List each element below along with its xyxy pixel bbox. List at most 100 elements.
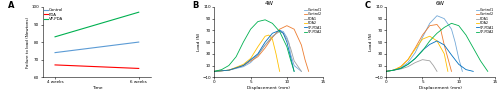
Control2 xyxy=(291,29,297,30)
PDA1 xyxy=(212,71,218,72)
PDA2 xyxy=(390,70,396,71)
VP-PDA1 xyxy=(456,64,462,65)
VP-PDA2 xyxy=(218,69,224,70)
Control xyxy=(52,52,58,53)
PDA2 xyxy=(266,34,272,36)
PDA1 xyxy=(280,33,286,34)
Control2 xyxy=(262,47,268,49)
PDA1 xyxy=(240,65,246,66)
Legend: Control1, Control2, PDA1, PDA2, VP-PDA1, VP-PDA2: Control1, Control2, PDA1, PDA2, VP-PDA1,… xyxy=(476,8,494,34)
VP-PDA2 xyxy=(448,23,454,24)
Control1 xyxy=(255,54,261,56)
PDA2 xyxy=(273,53,279,54)
Control2 xyxy=(240,65,246,66)
X-axis label: Displacement (mm): Displacement (mm) xyxy=(419,86,462,90)
Control1 xyxy=(276,30,282,31)
Y-axis label: Load (N): Load (N) xyxy=(369,33,373,51)
VP-PDA2 xyxy=(420,50,426,51)
Control1 xyxy=(412,52,418,53)
PDA1 xyxy=(426,60,432,61)
Control1 xyxy=(460,71,466,72)
Legend: Control1, Control2, PDA1, PDA2, VP-PDA1, VP-PDA2: Control1, Control2, PDA1, PDA2, VP-PDA1,… xyxy=(304,8,322,34)
VP-PDA2 xyxy=(240,41,246,43)
Line: Control1: Control1 xyxy=(214,30,302,71)
PDA2 xyxy=(412,49,418,50)
Control2 xyxy=(398,66,404,67)
Control1 xyxy=(441,18,447,19)
Control1 xyxy=(248,62,254,63)
VP-PDA1 xyxy=(288,56,294,57)
Line: PDA2: PDA2 xyxy=(214,35,280,71)
VP-PDA2 xyxy=(284,46,290,47)
Control2 xyxy=(405,59,411,60)
Control2 xyxy=(212,71,218,72)
VP-PDA2 xyxy=(212,71,218,72)
VP-PDA2 xyxy=(478,60,484,61)
Line: VP-PDA1: VP-PDA1 xyxy=(386,41,473,71)
PDA1 xyxy=(291,60,297,61)
Line: PDA: PDA xyxy=(55,65,138,68)
Title: 6W: 6W xyxy=(436,1,445,6)
PDA1 xyxy=(405,66,411,67)
PDA2 xyxy=(255,46,261,47)
Control2 xyxy=(255,56,261,57)
VP-PDA1 xyxy=(434,40,440,41)
PDA1 xyxy=(288,47,294,49)
Control1 xyxy=(240,66,246,67)
Control1 xyxy=(390,70,396,71)
Control1 xyxy=(452,41,458,43)
Control1 xyxy=(284,37,290,38)
Control2 xyxy=(306,71,312,72)
PDA1 xyxy=(276,31,282,32)
PDA1 xyxy=(226,70,232,71)
X-axis label: Displacement (mm): Displacement (mm) xyxy=(248,86,290,90)
VP-PDA1 xyxy=(284,41,290,43)
PDA1 xyxy=(398,68,404,70)
PDA2 xyxy=(426,36,432,37)
Text: A: A xyxy=(8,1,14,10)
PDA xyxy=(52,64,58,66)
VP-PDA1 xyxy=(280,33,286,34)
Control1 xyxy=(273,33,279,34)
VP-PDA1 xyxy=(412,58,418,59)
Control2 xyxy=(448,71,454,72)
PDA2 xyxy=(240,64,246,65)
VP-PDA1 xyxy=(420,50,426,51)
Line: VP-PDA2: VP-PDA2 xyxy=(386,23,488,71)
VP-PDA1 xyxy=(226,70,232,71)
VP-PDA1 xyxy=(441,44,447,46)
VP-PDA2 xyxy=(426,40,432,41)
Line: VP-PDA: VP-PDA xyxy=(55,12,138,37)
Control2 xyxy=(441,44,447,46)
PDA1 xyxy=(430,65,436,66)
VP-PDA2 xyxy=(463,34,469,36)
PDA1 xyxy=(298,71,304,72)
Control1 xyxy=(405,62,411,63)
VP-PDA2 xyxy=(226,65,232,66)
VP-PDA1 xyxy=(470,71,476,72)
Control1 xyxy=(383,71,389,72)
PDA1 xyxy=(270,36,276,37)
Title: 4W: 4W xyxy=(264,1,274,6)
VP-PDA1 xyxy=(270,33,276,34)
VP-PDA2 xyxy=(255,21,261,22)
Control2 xyxy=(412,47,418,49)
VP-PDA1 xyxy=(212,71,218,72)
Y-axis label: Load (N): Load (N) xyxy=(197,33,201,51)
Control1 xyxy=(456,58,462,59)
PDA2 xyxy=(276,71,282,72)
Control1 xyxy=(262,44,268,46)
Line: Control: Control xyxy=(55,42,138,53)
Control2 xyxy=(434,24,440,25)
Control1 xyxy=(448,29,454,30)
Control2 xyxy=(383,71,389,72)
Control1 xyxy=(426,23,432,24)
Control2 xyxy=(420,34,426,36)
PDA2 xyxy=(434,40,440,41)
PDA2 xyxy=(212,71,218,72)
Control1 xyxy=(270,37,276,38)
VP-PDA1 xyxy=(240,65,246,66)
VP-PDA xyxy=(136,12,141,13)
PDA2 xyxy=(248,58,254,59)
PDA2 xyxy=(398,66,404,67)
